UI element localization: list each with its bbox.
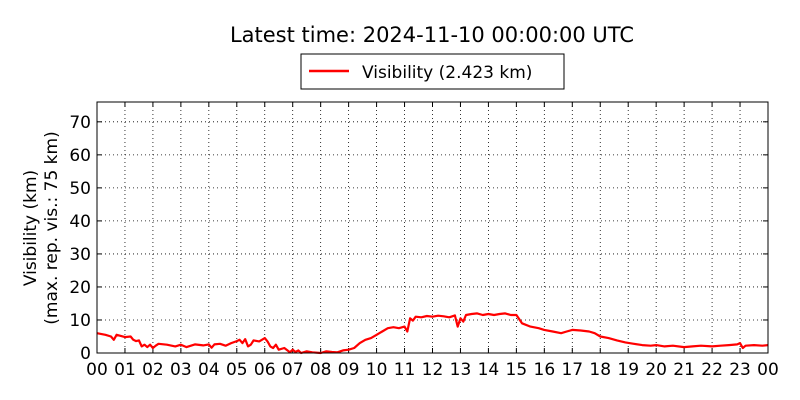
x-tick-label: 03 [170,360,192,380]
y-tick-labels: 0 10 20 30 40 50 60 70 [69,113,91,364]
x-tick-label: 19 [617,360,639,380]
legend-label: Visibility (2.423 km) [362,63,532,83]
y-tick-label: 60 [69,146,91,166]
y-tick-label: 30 [69,245,91,265]
x-tick-label: 15 [506,360,528,380]
x-tick-label: 09 [338,360,360,380]
axis-ticks [96,102,769,354]
x-tick-label: 18 [589,360,611,380]
x-tick-label: 22 [701,360,723,380]
x-tick-label: 10 [366,360,388,380]
x-tick-label: 06 [254,360,276,380]
y-axis-label: Visibility (km) (max. rep. vis.: 75 km) [21,131,62,324]
x-tick-label: 23 [729,360,751,380]
y-tick-label: 20 [69,278,91,298]
grid [97,102,768,353]
x-tick-labels: 00 01 02 03 04 05 06 07 08 09 10 11 12 13 14 15 16 17 18 19… [86,360,779,380]
y-tick-label: 50 [69,179,91,199]
x-tick-label: 11 [394,360,416,380]
x-tick-label: 01 [114,360,136,380]
chart-title: Latest time: 2024-11-10 00:00:00 UTC [230,23,634,47]
y-tick-label: 10 [69,311,91,331]
x-tick-label: 04 [198,360,220,380]
y-tick-label: 0 [80,344,91,364]
series-line-visibility [96,312,769,355]
x-tick-label: 13 [450,360,472,380]
legend: Visibility (2.423 km) [300,53,565,90]
x-tick-label: 20 [645,360,667,380]
x-tick-label: 00 [86,360,108,380]
y-axis-label-line1: Visibility (km) [21,170,41,286]
x-tick-label: 02 [142,360,164,380]
x-tick-label: 00 [757,360,779,380]
y-tick-label: 40 [69,212,91,232]
y-axis-label-line2: (max. rep. vis.: 75 km) [42,131,62,324]
x-tick-label: 12 [422,360,444,380]
x-tick-label: 05 [226,360,248,380]
x-tick-label: 21 [673,360,695,380]
x-tick-label: 16 [534,360,556,380]
y-tick-label: 70 [69,113,91,133]
x-tick-label: 14 [478,360,500,380]
x-tick-label: 08 [310,360,332,380]
plot-frame [96,101,769,354]
x-tick-label: 07 [282,360,304,380]
x-tick-label: 17 [561,360,583,380]
